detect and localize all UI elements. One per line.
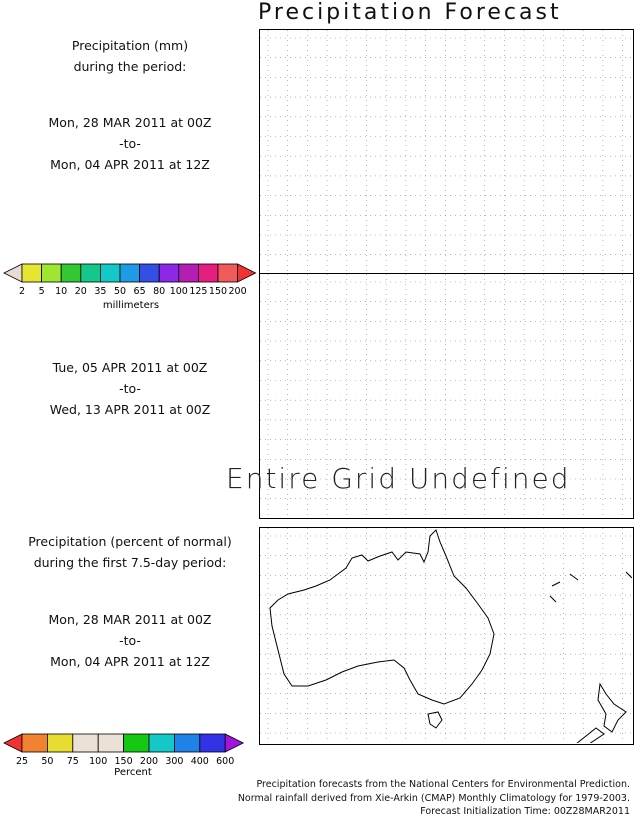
colorbar-box [100, 263, 121, 283]
footer-notes: Precipitation forecasts from the Nationa… [238, 778, 630, 819]
pct-end: Mon, 04 APR 2011 at 12Z [50, 654, 210, 669]
colorbar-box [139, 263, 160, 283]
pct-colorbar: 25 50 75 100 150 200 300 400 600 Percent [3, 733, 245, 778]
colorbar-box [178, 263, 199, 283]
colorbar-tick-label: 20 [75, 286, 87, 297]
new-zealand-south-coastline [576, 727, 605, 743]
colorbar-tick-label: 100 [89, 756, 107, 767]
colorbar-tick-label: 50 [41, 756, 53, 767]
chart-title: Precipitation Forecast [258, 0, 562, 25]
colorbar-box [197, 263, 219, 283]
colorbar-tick-label: 35 [94, 286, 106, 297]
footer-line2: Normal rainfall derived from Xie-Arkin (… [237, 792, 630, 804]
colorbar-box [47, 733, 74, 753]
new-zealand-north-coastline [597, 682, 627, 733]
colorbar-tick-label: 25 [16, 756, 28, 767]
grid-percent [260, 528, 632, 743]
colorbar-tick-label: 125 [189, 286, 207, 297]
colorbar-box [119, 263, 141, 283]
colorbar-box [21, 733, 48, 753]
colorbar-arrow-high [224, 733, 245, 753]
period1-start: Mon, 28 MAR 2011 at 00Z [48, 115, 212, 130]
colorbar-tick-label: 75 [67, 756, 79, 767]
colorbar-box [80, 263, 101, 283]
colorbar-arrow-high [237, 263, 257, 283]
period2-to: -to- [119, 381, 141, 396]
panel-period1 [259, 29, 634, 275]
colorbar-box [60, 263, 82, 283]
mm-colorbar-unit: millimeters [103, 300, 159, 311]
colorbar-tick-label: 2 [19, 286, 25, 297]
colorbar-box [97, 733, 124, 753]
pct-dates: Mon, 28 MAR 2011 at 00Z -to- Mon, 04 APR… [20, 609, 240, 672]
footer-line3: Forecast Initialization Time: 00Z28MAR20… [420, 806, 630, 817]
australia-coastline [269, 529, 495, 705]
colorbar-box [173, 733, 201, 753]
pct-header: Precipitation (percent of normal) during… [14, 531, 246, 573]
colorbar-tick-label: 80 [153, 286, 165, 297]
period1-header-line2: during the period: [73, 59, 187, 74]
pacific-islands [549, 571, 632, 603]
period1-to: -to- [119, 136, 141, 151]
colorbar-arrow-low [3, 263, 23, 283]
period1-end: Mon, 04 APR 2011 at 12Z [50, 157, 210, 172]
tasmania-coastline [427, 711, 443, 729]
colorbar-tick-label: 100 [170, 286, 188, 297]
colorbar-box [199, 733, 226, 753]
colorbar-tick-label: 300 [165, 756, 183, 767]
pct-colorbar-unit: Percent [114, 767, 152, 778]
australia-nz-map [269, 529, 632, 743]
colorbar-box [148, 733, 175, 753]
colorbar-tick-label: 5 [39, 286, 45, 297]
colorbar-tick-label: 10 [55, 286, 67, 297]
colorbar-tick-label: 150 [115, 756, 133, 767]
period1-header: Precipitation (mm) during the period: [20, 35, 240, 77]
panel-percent-map [259, 527, 634, 745]
colorbar-tick-label: 150 [209, 286, 227, 297]
colorbar-tick-label: 50 [114, 286, 126, 297]
pct-to: -to- [119, 633, 141, 648]
grid-period1 [260, 30, 632, 273]
footer-line1: Precipitation forecasts from the Nationa… [256, 779, 630, 790]
colorbar-arrow-low [3, 733, 23, 753]
colorbar-tick-label: 600 [216, 756, 234, 767]
colorbar-tick-label: 200 [229, 286, 247, 297]
period2-end: Wed, 13 APR 2011 at 00Z [49, 402, 211, 417]
panel-period2 [259, 273, 634, 519]
undefined-grid-text: Entire Grid Undefined [226, 462, 571, 495]
colorbar-tick-label: 200 [140, 756, 158, 767]
colorbar-box [158, 263, 180, 283]
pct-start: Mon, 28 MAR 2011 at 00Z [48, 612, 212, 627]
colorbar-box [217, 263, 239, 283]
mm-colorbar: 2 5 10 20 35 50 65 80 100 125 150 200 millimeters [3, 263, 257, 311]
period1-dates: Mon, 28 MAR 2011 at 00Z -to- Mon, 04 APR… [20, 112, 240, 175]
pct-header-line2: during the first 7.5-day period: [33, 555, 227, 570]
period2-dates: Tue, 05 APR 2011 at 00Z -to- Wed, 13 APR… [20, 357, 240, 420]
colorbar-box [41, 263, 62, 283]
colorbar-box [21, 263, 43, 283]
colorbar-tick-label: 400 [191, 756, 209, 767]
grid-period2 [260, 274, 632, 517]
period2-start: Tue, 05 APR 2011 at 00Z [52, 360, 208, 375]
colorbar-box [123, 733, 150, 753]
colorbar-box [72, 733, 99, 753]
pct-header-line1: Precipitation (percent of normal) [28, 534, 232, 549]
period1-header-line1: Precipitation (mm) [71, 38, 189, 53]
colorbar-tick-label: 65 [134, 286, 146, 297]
